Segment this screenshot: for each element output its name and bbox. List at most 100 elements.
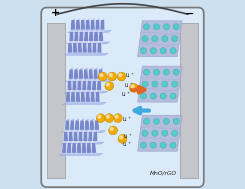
Polygon shape [90,92,95,102]
Text: +: + [51,8,61,18]
Circle shape [142,130,148,136]
Polygon shape [89,120,94,130]
Polygon shape [75,119,81,120]
Polygon shape [93,41,99,43]
Polygon shape [87,141,93,143]
Circle shape [100,74,103,77]
Polygon shape [74,130,80,131]
Polygon shape [79,130,85,131]
Polygon shape [85,120,89,130]
Circle shape [120,136,123,139]
Polygon shape [100,20,105,30]
Circle shape [170,48,176,54]
Polygon shape [74,30,81,31]
Polygon shape [82,79,88,80]
Circle shape [163,24,169,30]
Circle shape [97,114,105,122]
Polygon shape [72,143,77,153]
Polygon shape [91,90,97,92]
Polygon shape [83,131,88,142]
Circle shape [98,115,101,118]
Polygon shape [92,79,98,80]
Polygon shape [66,80,109,82]
Polygon shape [138,66,182,102]
Polygon shape [65,120,70,130]
Circle shape [108,72,116,81]
Polygon shape [98,41,104,43]
Circle shape [105,82,114,90]
Circle shape [118,135,127,143]
Text: Li$^+$: Li$^+$ [125,71,135,80]
Polygon shape [66,90,72,92]
Circle shape [160,48,166,54]
Polygon shape [78,69,83,79]
Polygon shape [74,31,79,42]
Polygon shape [83,41,89,43]
Circle shape [109,74,112,77]
Polygon shape [84,30,90,31]
Polygon shape [71,19,77,20]
Polygon shape [87,79,93,80]
Circle shape [140,142,147,148]
Polygon shape [68,79,74,80]
Polygon shape [73,43,77,53]
Circle shape [160,142,166,148]
Text: Li$^+$: Li$^+$ [122,115,132,124]
Circle shape [131,85,134,88]
Polygon shape [68,31,111,33]
Polygon shape [88,130,95,131]
Polygon shape [97,43,102,53]
Polygon shape [80,92,85,102]
Polygon shape [81,19,87,20]
Circle shape [152,130,158,136]
Circle shape [150,93,156,99]
Polygon shape [59,153,102,155]
Text: Li$^+$: Li$^+$ [122,140,132,149]
Circle shape [106,83,110,86]
Polygon shape [88,131,93,142]
Polygon shape [88,41,94,43]
Polygon shape [80,120,85,130]
Circle shape [109,126,117,135]
Polygon shape [86,143,91,153]
Polygon shape [62,143,67,153]
Circle shape [144,24,149,30]
Polygon shape [84,130,90,131]
Polygon shape [98,31,103,42]
Polygon shape [71,92,75,102]
Polygon shape [96,90,102,92]
Circle shape [170,142,176,148]
Polygon shape [94,120,99,130]
FancyBboxPatch shape [41,8,204,187]
Polygon shape [77,143,82,153]
Circle shape [115,115,118,118]
Polygon shape [97,80,101,91]
Polygon shape [95,119,101,120]
Polygon shape [96,19,102,20]
Polygon shape [89,31,94,42]
Polygon shape [101,19,107,20]
Circle shape [106,115,110,118]
Polygon shape [63,131,68,142]
Circle shape [150,142,156,148]
Polygon shape [70,30,76,31]
Polygon shape [70,120,75,130]
Polygon shape [70,119,76,120]
Polygon shape [93,130,99,131]
Polygon shape [93,69,98,79]
Circle shape [113,114,122,122]
Circle shape [117,72,126,81]
Circle shape [152,81,158,87]
Text: Li$^+$: Li$^+$ [123,132,133,142]
Polygon shape [68,131,73,142]
Polygon shape [98,69,103,79]
Circle shape [119,74,122,77]
Circle shape [153,118,159,124]
Polygon shape [73,131,78,142]
Polygon shape [64,130,70,131]
Polygon shape [69,68,75,69]
Polygon shape [94,30,100,31]
Polygon shape [95,92,100,102]
Polygon shape [68,41,74,43]
Circle shape [153,69,159,75]
